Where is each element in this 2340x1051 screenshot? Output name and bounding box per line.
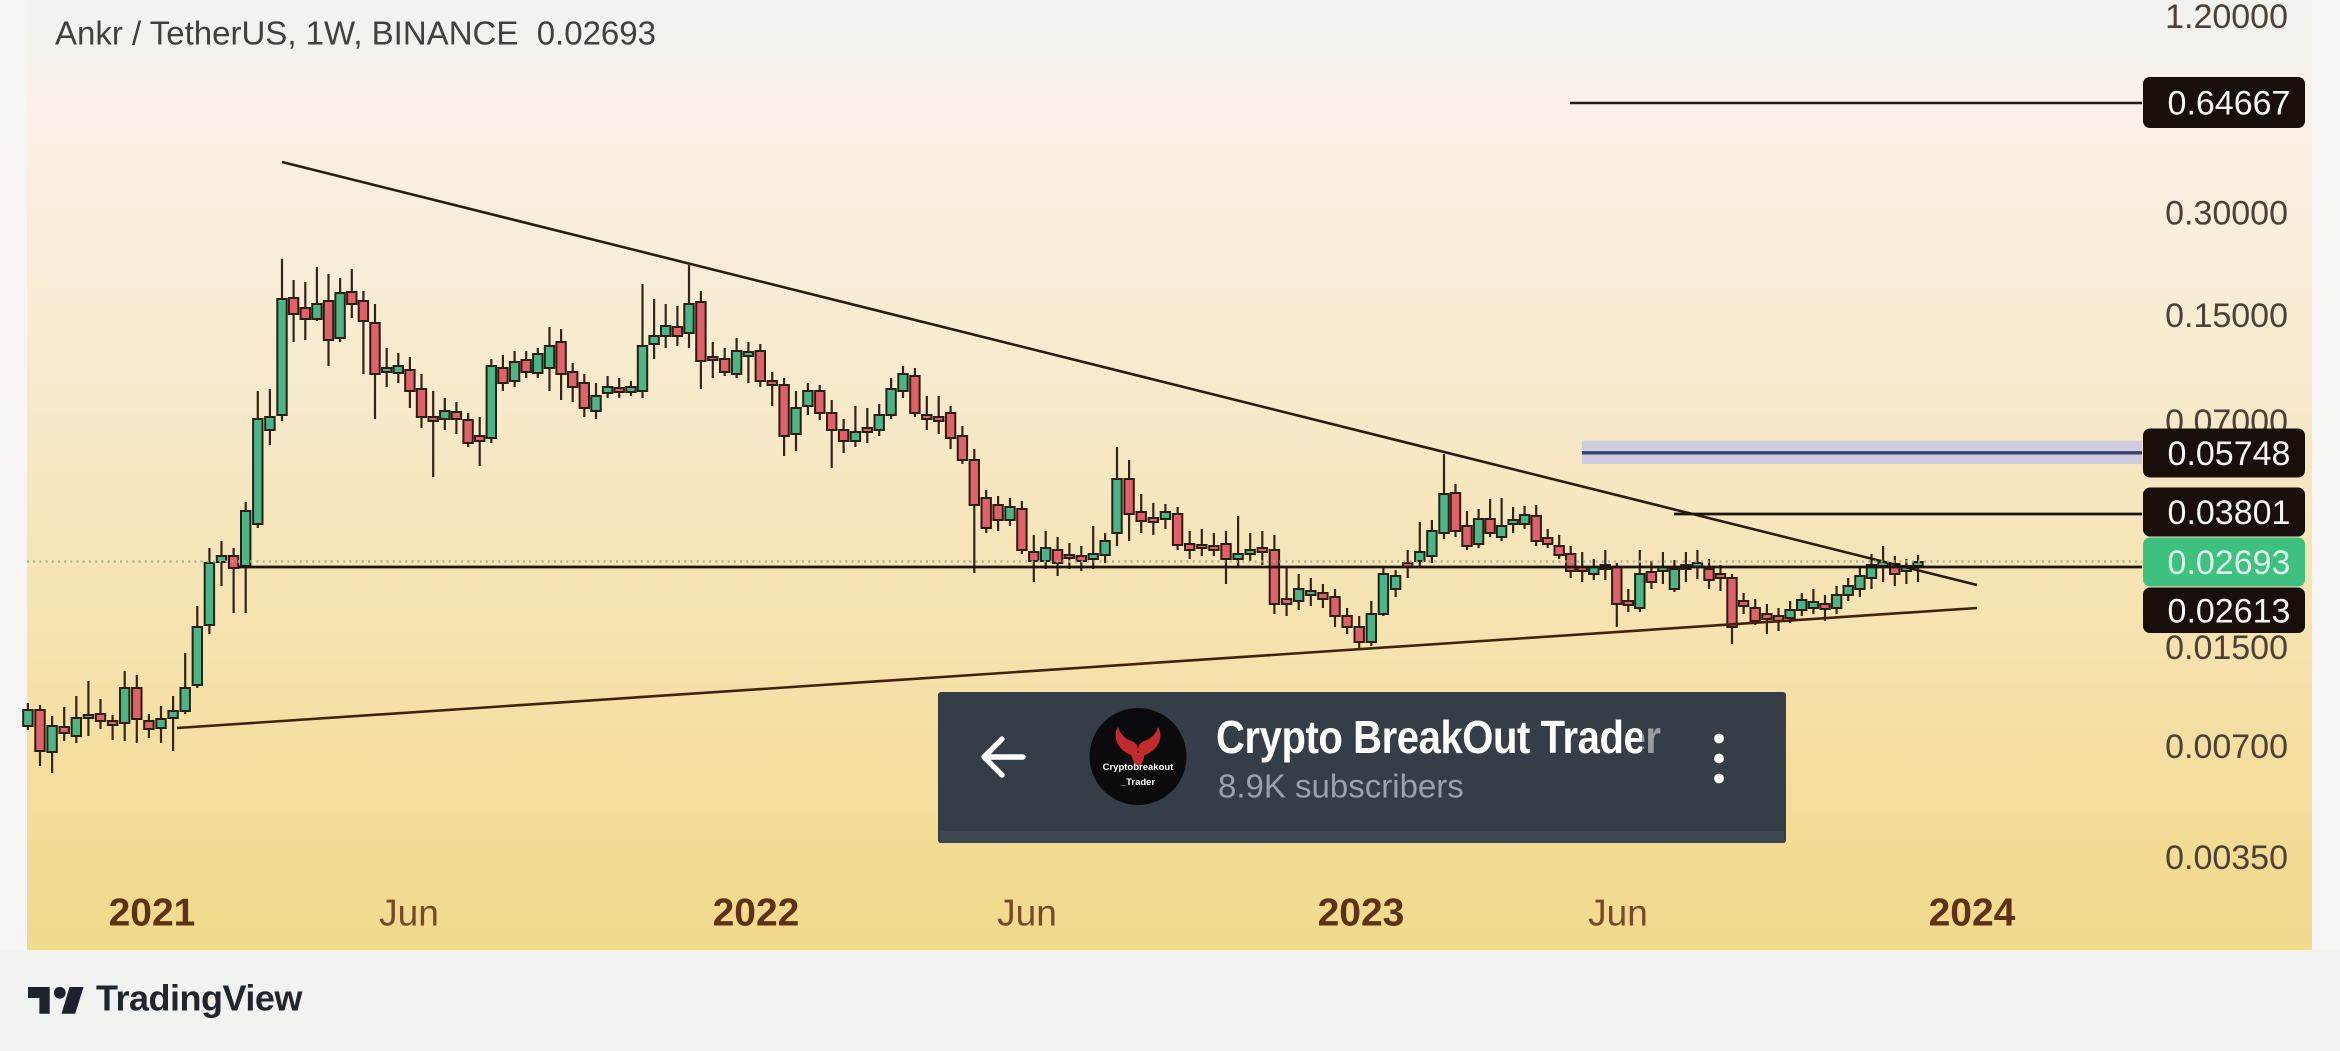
- svg-text:Jun: Jun: [1588, 893, 1648, 934]
- svg-text:0.02613: 0.02613: [2168, 592, 2291, 630]
- svg-text:2022: 2022: [713, 892, 800, 935]
- svg-text:Ankr / TetherUS, 1W, BINANCE: Ankr / TetherUS, 1W, BINANCE 0.02693: [55, 15, 656, 52]
- svg-text:2021: 2021: [109, 892, 196, 935]
- svg-text:TradingView: TradingView: [96, 978, 303, 1019]
- svg-text:0.00350: 0.00350: [2165, 839, 2288, 877]
- svg-text:Crypto BreakOut Trader: Crypto BreakOut Trader: [1216, 712, 1661, 764]
- svg-text:_Trader: _Trader: [1120, 777, 1156, 788]
- svg-text:0.02693: 0.02693: [2168, 544, 2291, 582]
- svg-text:2024: 2024: [1929, 892, 2016, 935]
- svg-text:0.01500: 0.01500: [2165, 629, 2288, 667]
- svg-text:0.05748: 0.05748: [2168, 435, 2291, 473]
- svg-text:1.20000: 1.20000: [2165, 0, 2288, 36]
- svg-text:0.30000: 0.30000: [2165, 195, 2288, 233]
- svg-text:Cryptobreakout: Cryptobreakout: [1103, 762, 1175, 773]
- svg-text:8.9K subscribers: 8.9K subscribers: [1218, 768, 1464, 805]
- svg-text:Jun: Jun: [379, 893, 439, 934]
- svg-text:0.00700: 0.00700: [2165, 728, 2288, 766]
- svg-text:Jun: Jun: [997, 893, 1057, 934]
- svg-text:0.15000: 0.15000: [2165, 297, 2288, 335]
- svg-text:0.64667: 0.64667: [2168, 85, 2291, 123]
- svg-text:2023: 2023: [1318, 892, 1405, 935]
- svg-text:0.03801: 0.03801: [2168, 494, 2291, 532]
